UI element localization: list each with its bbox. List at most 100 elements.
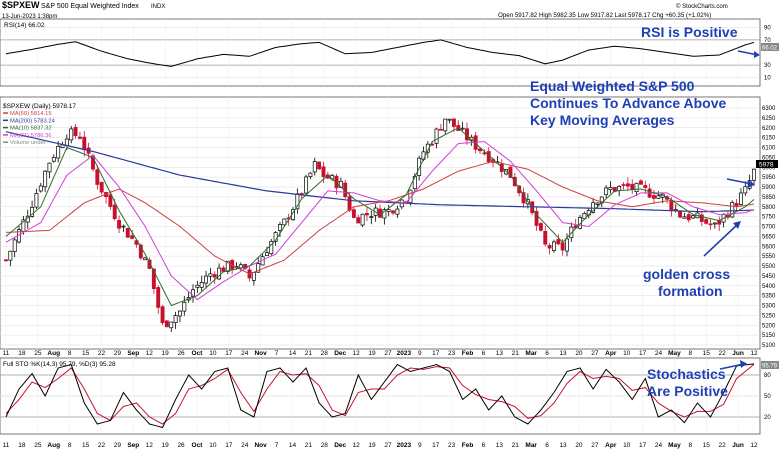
candle-body [408, 189, 413, 204]
x-tick-label: 6 [482, 442, 486, 449]
x-tick-label: Aug [47, 350, 60, 357]
candle-body [269, 241, 274, 255]
x-tick-label: 27 [384, 350, 392, 357]
candle-body [73, 126, 78, 137]
stoch-legend: Full STO %K(14,3) 95.79, %D(3) 95.28 [3, 361, 116, 368]
candle-body [712, 222, 717, 225]
price-annotation-3: Key Moving Averages [530, 112, 675, 128]
quote-date: 13-Jun-2023 1:38pm [2, 14, 57, 20]
exchange: INDX [151, 4, 165, 10]
stoch-current-label: 95.79 [762, 364, 778, 370]
candle-body [169, 321, 174, 329]
candle-body [638, 180, 643, 185]
candle-body [256, 263, 261, 273]
x-tick-label: 27 [591, 442, 599, 449]
candle-body [356, 217, 361, 224]
candle-body [4, 259, 8, 262]
candle-body [308, 172, 313, 177]
candle-body [56, 145, 61, 159]
x-tick-label: 6 [545, 350, 549, 357]
stochastics-panel: 80 50 20 Full STO %K(14,3) 95.79, %D(3) 95… [0, 357, 779, 435]
stoch-arrowhead-icon [740, 360, 747, 368]
candle-body [730, 202, 735, 218]
x-tick-label: Dec [334, 442, 346, 449]
candle-body [443, 118, 448, 132]
x-tick-label: 24 [655, 350, 663, 357]
x-tick-label: 15 [703, 350, 711, 357]
candle-body [30, 206, 35, 217]
candle-body [621, 184, 626, 186]
x-tick-label: 24 [655, 442, 663, 449]
x-tick-label: 17 [432, 442, 440, 449]
x-tick-label: 18 [18, 442, 26, 449]
candle-body [360, 213, 365, 226]
x-tick-label: Jun [732, 350, 744, 357]
x-tick-label: 24 [241, 442, 249, 449]
price-tick-label: 6250 [762, 116, 776, 122]
candle-body [395, 208, 400, 215]
x-tick-label: 19 [368, 442, 376, 449]
candle-body [199, 282, 204, 288]
legend-item: MA(10) 5837.32 [10, 126, 52, 132]
x-tick-label: 11 [3, 350, 10, 357]
x-tick-label: 24 [241, 350, 249, 357]
price-tick-label: 5450 [762, 274, 776, 280]
x-tick-label: 19 [162, 350, 170, 357]
candle-body [478, 148, 482, 152]
candle-body [221, 267, 226, 272]
stoch-arrow-icon [719, 363, 745, 370]
ma21-line [5, 141, 755, 301]
price-legend-title: $SPXEW (Daily) 5978.17 [3, 103, 76, 110]
x-tick-label: 12 [750, 442, 758, 449]
rsi-panel: 90 70 30 10 RSI(14) 66.02 66.02 RSI is Posi… [0, 18, 779, 87]
candle-body [82, 136, 87, 151]
x-tick-label: 26 [177, 350, 185, 357]
candle-body [686, 214, 691, 221]
x-tick-label: 25 [34, 442, 42, 449]
x-tick-label: 27 [591, 350, 599, 357]
candle-body [752, 168, 756, 181]
candle-body [251, 272, 256, 281]
candle-body [125, 228, 130, 238]
price-tick-label: 5750 [762, 215, 776, 221]
ma50-line [5, 160, 755, 275]
price-tick-label: 5100 [762, 343, 776, 349]
x-tick-label: 27 [384, 442, 392, 449]
candle-body [304, 176, 309, 194]
golden-cross-arrow-icon [703, 223, 739, 257]
price-annotation-2: Continues To Advance Above [530, 95, 726, 111]
candle-body [391, 210, 395, 214]
x-tick-label: 14 [289, 350, 297, 357]
x-tick-label: 28 [321, 442, 329, 449]
candle-body [691, 215, 696, 219]
legend-item: MA(50) 5814.15 [10, 111, 52, 117]
x-tick-label: Feb [462, 442, 474, 449]
candle-body [117, 220, 122, 229]
candle-body [321, 166, 326, 177]
candle-body [38, 185, 43, 192]
price-arrowhead-icon [748, 180, 755, 188]
candle-body [112, 204, 117, 220]
x-tick-label: 9 [418, 442, 422, 449]
candle-body [517, 185, 522, 194]
legend-item: MA(21) 5786.36 [10, 133, 52, 139]
price-tick-label: 5500 [762, 264, 776, 270]
candle-body [47, 162, 52, 173]
candle-body [8, 250, 13, 261]
candle-body [630, 183, 635, 190]
stoch-annotation-1: Stochastics [647, 366, 726, 382]
candle-body [264, 252, 269, 256]
candle-body [278, 224, 282, 231]
quote-line: Open 5917.82 High 5982.35 Low 5917.82 La… [498, 12, 711, 19]
candle-body [212, 274, 217, 278]
x-tick-label: 17 [225, 350, 233, 357]
candle-body [317, 161, 322, 170]
x-tick-label: 13 [496, 350, 504, 357]
price-annotation-1: Equal Weighted S&P 500 [530, 78, 695, 94]
candle-body [108, 194, 113, 207]
x-tick-label: 29 [114, 350, 122, 357]
rsi-current-tag [761, 43, 779, 51]
x-tick-label: 8 [689, 442, 693, 449]
x-tick-label: Apr [605, 350, 617, 357]
